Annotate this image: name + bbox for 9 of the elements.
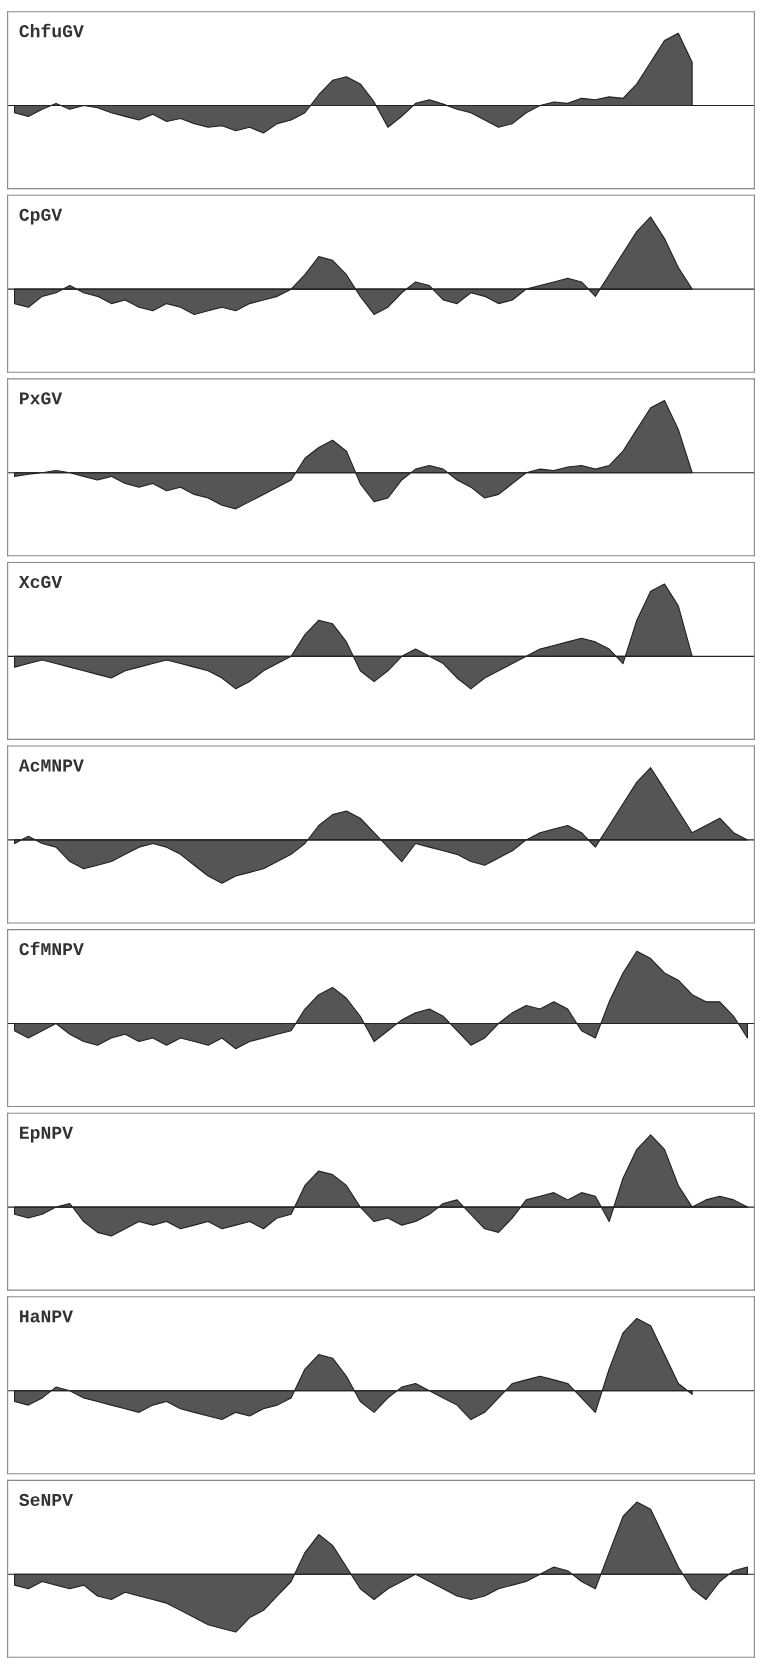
- chart-title: CpGV: [19, 208, 63, 225]
- chart-title: SeNPV: [19, 1493, 73, 1507]
- chart-title: XcGV: [18, 575, 63, 589]
- chart-title: HaNPV: [20, 1310, 73, 1323]
- chart-title: EpNPV: [20, 1126, 73, 1143]
- chart-title: PxGV: [20, 392, 63, 405]
- chart-title: ChfuGV: [19, 23, 84, 38]
- chart-title: AcMNPV: [18, 759, 84, 772]
- chart-title: CfMNPV: [19, 941, 84, 956]
